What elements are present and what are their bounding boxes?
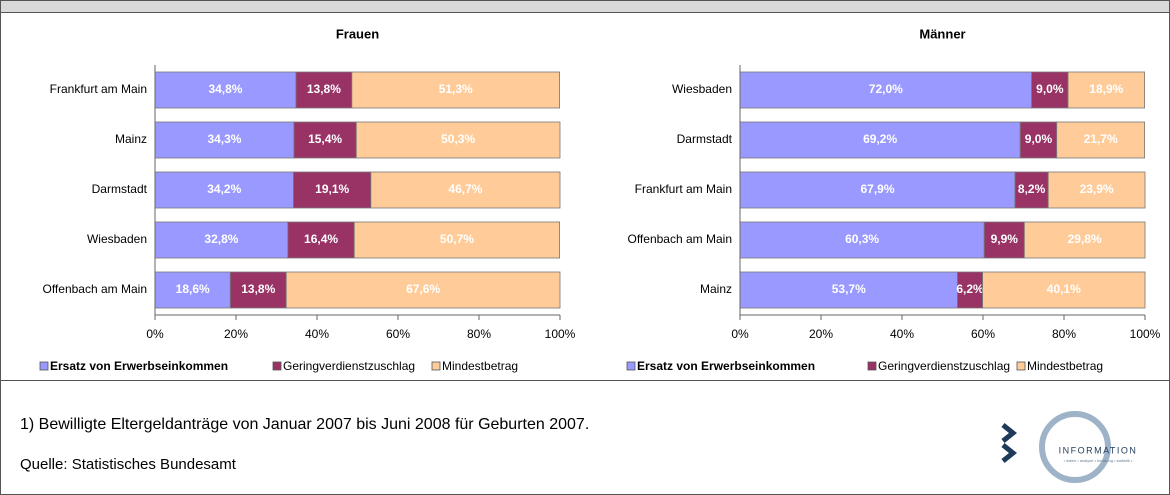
y-tick-label: Darmstadt [92, 182, 148, 196]
legend-label: Ersatz von Erwerbseinkommen [637, 359, 815, 373]
bar-segment [370, 171, 561, 209]
source: Quelle: Statistisches Bundesamt [20, 456, 237, 473]
legend-swatch [867, 361, 877, 371]
bar-segment [1023, 221, 1146, 259]
data-label: 34,8% [208, 82, 242, 96]
data-label: 9,9% [991, 232, 1019, 246]
legend-swatch [1016, 361, 1026, 371]
x-tick-label: 40% [305, 327, 329, 341]
data-label: 29,8% [1068, 232, 1102, 246]
data-label: 18,9% [1089, 82, 1123, 96]
legend-swatch [431, 361, 441, 371]
x-tick-label: 60% [971, 327, 995, 341]
x-tick-label: 80% [1052, 327, 1076, 341]
chart-title: Männer [919, 26, 965, 41]
legend-swatch [626, 361, 636, 371]
data-label: 32,8% [204, 232, 238, 246]
data-label: 8,2% [1018, 182, 1046, 196]
logo: INFORMATION • daten • analyse • beratung… [1001, 411, 1138, 483]
data-label: 67,9% [860, 182, 894, 196]
bar-segment [1056, 121, 1145, 159]
x-tick-label: 60% [386, 327, 410, 341]
bar-segment [285, 271, 561, 309]
x-tick-label: 20% [224, 327, 248, 341]
footnote: 1) Bewilligte Eltergeldanträge von Janua… [20, 416, 589, 433]
data-label: 18,6% [176, 282, 210, 296]
bar-segment [1067, 71, 1145, 109]
bar-segment [295, 71, 353, 109]
legend-label: Geringverdienstzuschlag [283, 359, 415, 373]
data-label: 21,7% [1084, 132, 1118, 146]
logo-name: INFORMATION [1059, 445, 1138, 455]
x-tick-label: 100% [545, 327, 576, 341]
y-tick-label: Offenbach am Main [627, 232, 732, 246]
data-label: 51,3% [439, 82, 473, 96]
data-label: 60,3% [845, 232, 879, 246]
legend-label: Mindestbetrag [1027, 359, 1103, 373]
bar-segment [739, 121, 1021, 159]
bar-segment [1014, 171, 1049, 209]
data-label: 34,3% [207, 132, 241, 146]
y-tick-label: Wiesbaden [87, 232, 147, 246]
x-tick-label: 40% [890, 327, 914, 341]
x-tick-label: 0% [731, 327, 749, 341]
data-label: 13,8% [307, 82, 341, 96]
y-tick-label: Darmstadt [677, 132, 733, 146]
bar-segment [154, 121, 295, 159]
data-label: 50,7% [440, 232, 474, 246]
x-tick-label: 80% [467, 327, 491, 341]
data-label: 9,0% [1036, 82, 1064, 96]
data-label: 53,7% [832, 282, 866, 296]
bar-segment [293, 171, 372, 209]
y-tick-label: Mainz [700, 282, 732, 296]
logo-tagline: • daten • analyse • beratung • statistik… [1064, 458, 1133, 463]
y-tick-label: Offenbach am Main [42, 282, 147, 296]
bar-segment [982, 271, 1146, 309]
legend-label: Ersatz von Erwerbseinkommen [50, 359, 228, 373]
legend-swatch [39, 361, 49, 371]
bar-segment [351, 71, 560, 109]
data-label: 69,2% [863, 132, 897, 146]
y-tick-label: Mainz [115, 132, 147, 146]
data-label: 9,0% [1025, 132, 1053, 146]
x-tick-label: 100% [1130, 327, 1161, 341]
data-label: 13,8% [241, 282, 275, 296]
data-label: 6,2% [956, 282, 984, 296]
data-label: 50,3% [441, 132, 475, 146]
bar-segment [293, 121, 357, 159]
bar-segment [1047, 171, 1146, 209]
legend-label: Mindestbetrag [442, 359, 518, 373]
chart-title: Frauen [336, 26, 379, 41]
data-label: 67,6% [406, 282, 440, 296]
data-label: 15,4% [308, 132, 342, 146]
logo-ring [1039, 411, 1111, 483]
bar-segment [154, 221, 289, 259]
data-label: 16,4% [304, 232, 338, 246]
y-tick-label: Frankfurt am Main [50, 82, 147, 96]
data-label: 23,9% [1080, 182, 1114, 196]
bar-segment [353, 221, 560, 259]
bar-segment [739, 71, 1033, 109]
data-label: 40,1% [1047, 282, 1081, 296]
data-label: 19,1% [315, 182, 349, 196]
logo-chevrons [1001, 423, 1018, 463]
x-tick-label: 20% [809, 327, 833, 341]
bar-segment [1031, 71, 1069, 109]
y-tick-label: Frankfurt am Main [635, 182, 732, 196]
bar-segment [355, 121, 561, 159]
x-tick-label: 0% [146, 327, 164, 341]
legend-label: Geringverdienstzuschlag [878, 359, 1010, 373]
data-label: 34,2% [207, 182, 241, 196]
legend-swatch [272, 361, 282, 371]
data-label: 72,0% [869, 82, 903, 96]
bar-segment [229, 271, 287, 309]
bar-segment [739, 221, 985, 259]
data-label: 46,7% [448, 182, 482, 196]
header-bar [0, 0, 1170, 13]
y-tick-label: Wiesbaden [672, 82, 732, 96]
